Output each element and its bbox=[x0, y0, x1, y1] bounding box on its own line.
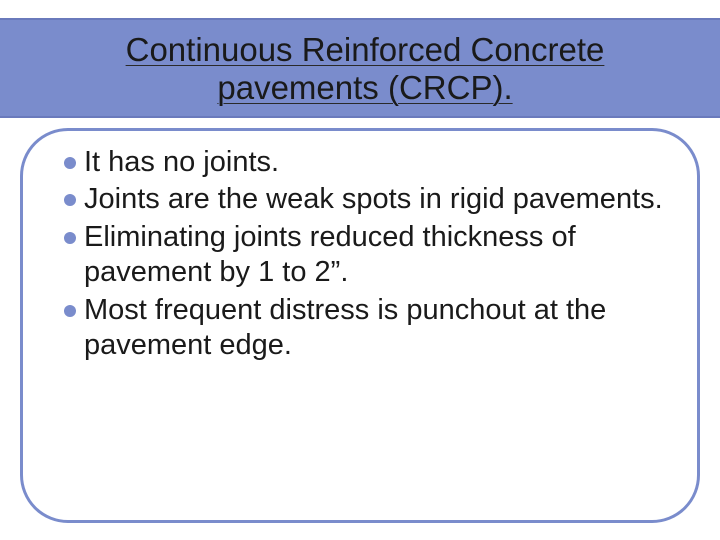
list-item: Joints are the weak spots in rigid pavem… bbox=[64, 182, 674, 217]
list-item: Most frequent distress is punchout at th… bbox=[64, 293, 674, 364]
list-item: Eliminating joints reduced thickness of … bbox=[64, 220, 674, 291]
bullet-text: Joints are the weak spots in rigid pavem… bbox=[84, 182, 674, 217]
bullet-icon bbox=[64, 305, 76, 317]
bullet-icon bbox=[64, 157, 76, 169]
bullet-text: It has no joints. bbox=[84, 145, 674, 180]
bullet-list: It has no joints. Joints are the weak sp… bbox=[64, 145, 674, 365]
title-line-2: pavements (CRCP). bbox=[217, 69, 512, 107]
slide-title: Continuous Reinforced Concrete pavements… bbox=[80, 14, 650, 124]
bullet-text: Most frequent distress is punchout at th… bbox=[84, 293, 674, 364]
slide-container: Continuous Reinforced Concrete pavements… bbox=[0, 0, 720, 540]
bullet-text: Eliminating joints reduced thickness of … bbox=[84, 220, 674, 291]
bullet-icon bbox=[64, 194, 76, 206]
title-line-1: Continuous Reinforced Concrete bbox=[126, 31, 605, 69]
bullet-icon bbox=[64, 232, 76, 244]
list-item: It has no joints. bbox=[64, 145, 674, 180]
